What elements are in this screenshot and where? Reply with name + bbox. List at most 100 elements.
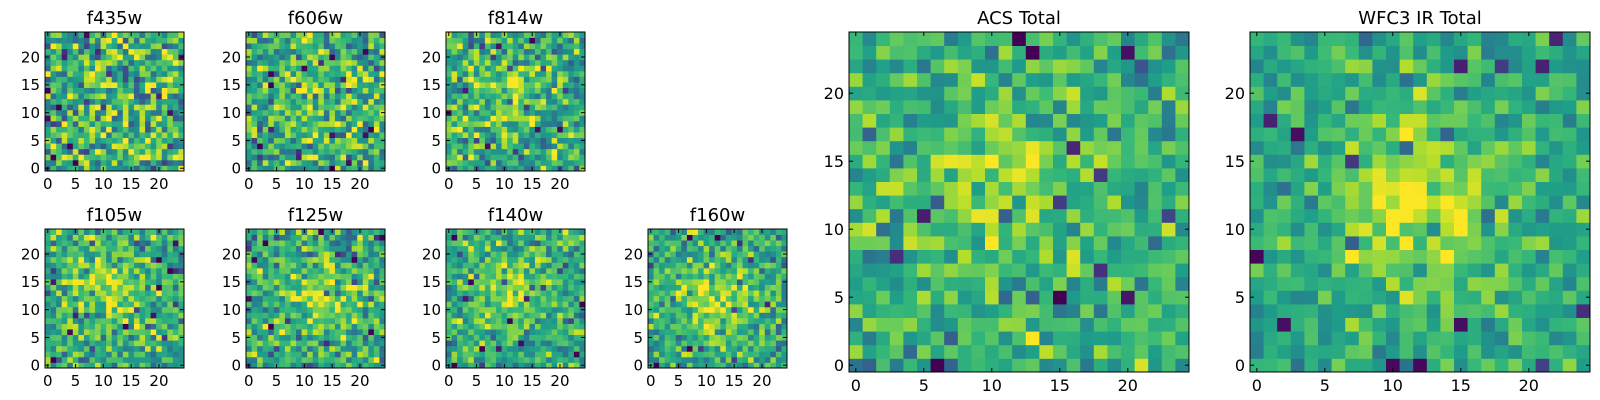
heatmap-cell bbox=[551, 93, 558, 100]
heatmap-cell bbox=[323, 329, 330, 336]
heatmap-cell bbox=[534, 290, 541, 297]
heatmap-cell bbox=[178, 290, 185, 297]
heatmap-cell bbox=[301, 109, 308, 116]
heatmap-cell bbox=[518, 345, 525, 352]
heatmap-cell bbox=[462, 279, 469, 285]
heatmap-cell bbox=[56, 229, 63, 235]
heatmap-cell bbox=[318, 290, 325, 297]
heatmap-cell bbox=[529, 279, 536, 285]
heatmap-cell bbox=[150, 251, 157, 258]
heatmap-cell bbox=[346, 267, 353, 274]
heatmap-cell bbox=[279, 345, 286, 352]
heatmap-cell bbox=[579, 120, 586, 127]
heatmap-cell bbox=[703, 317, 710, 324]
heatmap-cell bbox=[340, 362, 347, 369]
heatmap-cell bbox=[484, 356, 491, 363]
heatmap-cell bbox=[1012, 249, 1027, 264]
heatmap-cell bbox=[849, 331, 863, 346]
heatmap-cell bbox=[128, 132, 135, 139]
heatmap-cell bbox=[692, 356, 699, 363]
heatmap-cell bbox=[917, 358, 931, 373]
heatmap-cell bbox=[56, 251, 63, 258]
heatmap-cell bbox=[534, 82, 541, 88]
heatmap-cell bbox=[518, 48, 525, 55]
heatmap-cell bbox=[268, 93, 275, 100]
heatmap-cell bbox=[457, 334, 464, 341]
heatmap-cell bbox=[72, 76, 79, 83]
heatmap-cell bbox=[1066, 181, 1081, 196]
heatmap-cell bbox=[72, 345, 79, 352]
heatmap-cell bbox=[490, 345, 497, 352]
heatmap-cell bbox=[106, 76, 113, 83]
heatmap-cell bbox=[985, 358, 999, 373]
heatmap-cell bbox=[357, 93, 364, 100]
heatmap-cell bbox=[698, 245, 704, 252]
heatmap-cell bbox=[67, 295, 74, 302]
heatmap-cell bbox=[462, 43, 469, 50]
heatmap-cell bbox=[301, 120, 308, 127]
heatmap-cell bbox=[675, 267, 682, 274]
heatmap-cell bbox=[100, 54, 107, 61]
heatmap-cell bbox=[61, 104, 68, 111]
heatmap-cell bbox=[759, 240, 766, 247]
heatmap-cell bbox=[279, 98, 286, 105]
heatmap-cell bbox=[273, 109, 280, 116]
heatmap-cell bbox=[323, 279, 330, 285]
heatmap-cell bbox=[323, 251, 330, 258]
heatmap-cell bbox=[357, 262, 364, 269]
heatmap-cell bbox=[748, 362, 755, 369]
heatmap-cell bbox=[889, 317, 904, 332]
heatmap-cell bbox=[523, 295, 530, 302]
heatmap-cell bbox=[50, 159, 57, 166]
heatmap-cell bbox=[523, 345, 530, 352]
heatmap-cell bbox=[273, 284, 280, 291]
heatmap-cell bbox=[562, 334, 569, 341]
heatmap-cell bbox=[340, 240, 347, 247]
heatmap-cell bbox=[362, 312, 369, 319]
y-tick-label: 10 bbox=[422, 104, 441, 122]
heatmap-cell bbox=[507, 32, 514, 38]
heatmap-cell bbox=[100, 312, 107, 319]
heatmap-cell bbox=[681, 256, 688, 263]
heatmap-cell bbox=[312, 334, 319, 341]
heatmap-cell bbox=[362, 284, 369, 291]
x-tick-label: 10 bbox=[94, 372, 113, 390]
heatmap-cell bbox=[971, 317, 986, 332]
heatmap-cell bbox=[579, 154, 586, 161]
heatmap-cell bbox=[296, 317, 302, 324]
heatmap-cell bbox=[653, 362, 660, 369]
heatmap-cell bbox=[257, 345, 264, 352]
heatmap-cell bbox=[251, 165, 258, 172]
heatmap-cell bbox=[128, 306, 135, 313]
heatmap-cell bbox=[50, 306, 57, 313]
heatmap-cell bbox=[340, 148, 347, 155]
heatmap-cell bbox=[279, 143, 286, 150]
heatmap-cell bbox=[145, 329, 152, 336]
heatmap-cell bbox=[296, 143, 302, 150]
heatmap-cell bbox=[529, 306, 536, 313]
heatmap-cell bbox=[95, 362, 101, 369]
heatmap-cell bbox=[351, 334, 358, 341]
heatmap-cell bbox=[156, 37, 163, 44]
heatmap-cell bbox=[944, 358, 959, 373]
heatmap-cell bbox=[759, 351, 766, 358]
heatmap-cell bbox=[351, 262, 358, 269]
heatmap-cell bbox=[312, 229, 319, 235]
heatmap-cell bbox=[507, 251, 514, 258]
heatmap-cell bbox=[379, 267, 386, 274]
heatmap-cell bbox=[714, 229, 721, 235]
heatmap-cell bbox=[551, 340, 558, 347]
heatmap-cell bbox=[279, 48, 286, 55]
heatmap-cell bbox=[1012, 358, 1027, 373]
heatmap-cell bbox=[529, 93, 536, 100]
heatmap-cell bbox=[659, 234, 666, 241]
heatmap-cell bbox=[686, 340, 693, 347]
heatmap-cell bbox=[257, 279, 264, 285]
heatmap-cell bbox=[139, 104, 146, 111]
heatmap-cell bbox=[770, 251, 777, 258]
heatmap-cell bbox=[568, 115, 575, 122]
heatmap-cell bbox=[106, 284, 113, 291]
heatmap-cell bbox=[557, 245, 564, 252]
heatmap-cell bbox=[562, 165, 569, 172]
heatmap-cell bbox=[323, 115, 330, 122]
